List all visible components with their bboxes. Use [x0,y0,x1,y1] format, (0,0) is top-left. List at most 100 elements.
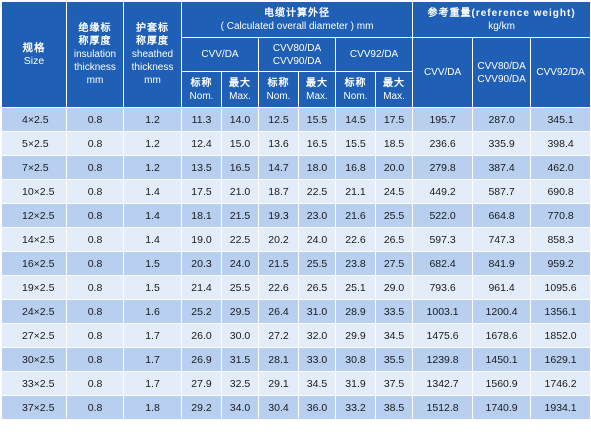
table-row: 24×2.5 0.8 1.6 25.2 29.5 26.4 31.0 28.9 33.5 1003… [1,299,591,324]
cell-weight-cvv: 1512.8 [412,395,474,420]
cell-weight-cvv80: 387.4 [472,155,532,180]
cell-weight-cvv80: 287.0 [472,107,532,132]
size-header: 规格 Size [1,1,67,108]
cell-cvv92-max: 38.5 [374,395,414,420]
cell-insulation: 0.8 [66,155,124,180]
cell-cvv80-nom: 18.7 [258,179,299,204]
cell-cvv-nom: 25.2 [181,299,222,324]
cell-weight-cvv80: 1200.4 [472,299,532,324]
cell-sheath: 1.4 [123,203,182,228]
cell-cvv80-max: 32.0 [298,323,336,348]
cell-cvv92-nom: 22.6 [335,227,376,252]
cell-cvv92-nom: 21.6 [335,203,376,228]
cell-cvv80-nom: 14.7 [258,155,299,180]
cell-cvv92-max: 33.5 [374,299,414,324]
cell-cvv92-max: 25.5 [374,203,414,228]
cell-cvv92-nom: 29.9 [335,323,376,348]
cell-cvv-max: 31.5 [221,347,259,372]
cell-cvv80-max: 24.0 [298,227,336,252]
cell-cvv-max: 32.5 [221,371,259,396]
cell-cvv-max: 30.0 [221,323,259,348]
cell-insulation: 0.8 [66,299,124,324]
cell-cvv80-max: 33.0 [298,347,336,372]
table-row: 10×2.5 0.8 1.4 17.5 21.0 18.7 22.5 21.1 24.5 449.… [1,179,591,204]
cell-weight-cvv92: 398.4 [530,131,591,156]
cell-cvv-max: 29.5 [221,299,259,324]
cell-sheath: 1.4 [123,227,182,252]
cell-cvv80-nom: 27.2 [258,323,299,348]
cell-weight-cvv80: 961.4 [472,275,532,300]
cell-weight-cvv92: 1629.1 [530,347,591,372]
nominal-header: 标称 Nom. [335,71,376,108]
cell-cvv-nom: 12.4 [181,131,222,156]
cell-cvv92-nom: 16.8 [335,155,376,180]
cell-cvv80-max: 18.0 [298,155,336,180]
cell-cvv-max: 34.0 [221,395,259,420]
cell-size: 37×2.5 [1,395,67,420]
maximum-header: 最大 Max. [298,71,336,108]
cell-cvv-nom: 11.3 [181,107,222,132]
cell-insulation: 0.8 [66,347,124,372]
cell-cvv-nom: 13.5 [181,155,222,180]
cell-cvv92-max: 17.5 [374,107,414,132]
cell-cvv80-max: 22.5 [298,179,336,204]
cell-weight-cvv92: 690.8 [530,179,591,204]
cell-weight-cvv80: 841.9 [472,251,532,276]
cell-cvv-nom: 19.0 [181,227,222,252]
cell-weight-cvv80: 1740.9 [472,395,532,420]
cell-cvv92-max: 27.5 [374,251,414,276]
cell-size: 33×2.5 [1,371,67,396]
cell-cvv92-nom: 31.9 [335,371,376,396]
cell-weight-cvv92: 1746.2 [530,371,591,396]
cell-weight-cvv92: 462.0 [530,155,591,180]
cell-weight-cvv: 1342.7 [412,371,474,396]
cell-cvv80-max: 26.5 [298,275,336,300]
cell-size: 30×2.5 [1,347,67,372]
cell-sheath: 1.7 [123,371,182,396]
cell-cvv92-max: 26.5 [374,227,414,252]
cell-cvv80-nom: 20.2 [258,227,299,252]
table-row: 30×2.5 0.8 1.7 26.9 31.5 28.1 33.0 30.8 35.5 1239… [1,347,591,372]
table-row: 5×2.5 0.8 1.2 12.4 15.0 13.6 16.5 15.5 18.5 236.6… [1,131,591,156]
cell-cvv80-nom: 12.5 [258,107,299,132]
cell-insulation: 0.8 [66,251,124,276]
cell-cvv80-max: 15.5 [298,107,336,132]
nominal-header: 标称 Nom. [181,71,222,108]
cell-weight-cvv: 279.8 [412,155,474,180]
cell-weight-cvv92: 1356.1 [530,299,591,324]
cell-cvv80-max: 25.5 [298,251,336,276]
cell-weight-cvv80: 335.9 [472,131,532,156]
cell-weight-cvv80: 664.8 [472,203,532,228]
cell-size: 24×2.5 [1,299,67,324]
cell-cvv-nom: 20.3 [181,251,222,276]
cell-weight-cvv92: 1934.1 [530,395,591,420]
cell-cvv92-max: 29.0 [374,275,414,300]
cell-sheath: 1.7 [123,323,182,348]
cell-cvv-max: 21.5 [221,203,259,228]
sheath-thickness-header: 护套标 称厚度 sheathed thickness mm [123,1,182,108]
cell-weight-cvv92: 770.8 [530,203,591,228]
diameter-cvv92-header: CVV92/DA [334,37,414,72]
cell-weight-cvv: 195.7 [412,107,474,132]
cell-weight-cvv: 449.2 [412,179,474,204]
cell-cvv92-nom: 21.1 [335,179,376,204]
cell-sheath: 1.6 [123,299,182,324]
cell-insulation: 0.8 [66,275,124,300]
diameter-cvv-header: CVV/DA [181,37,259,72]
cell-cvv-max: 15.0 [221,131,259,156]
cell-cvv80-max: 36.0 [298,395,336,420]
cell-weight-cvv92: 345.1 [530,107,591,132]
cell-cvv80-nom: 30.4 [258,395,299,420]
table-row: 7×2.5 0.8 1.2 13.5 16.5 14.7 18.0 16.8 20.0 279.8… [1,155,591,180]
cell-cvv80-max: 16.5 [298,131,336,156]
cell-cvv-nom: 18.1 [181,203,222,228]
cell-cvv92-max: 34.5 [374,323,414,348]
diameter-header: 电缆计算外径 ( Calculated overall diameter ) m… [180,1,414,38]
cell-cvv92-nom: 33.2 [335,395,376,420]
cell-sheath: 1.4 [123,179,182,204]
table-row: 27×2.5 0.8 1.7 26.0 30.0 27.2 32.0 29.9 34.5 1475… [1,323,591,348]
cell-size: 7×2.5 [1,155,67,180]
cell-cvv-max: 21.0 [221,179,259,204]
insulation-thickness-header: 绝缘标 称厚度 insulation thickness mm [66,1,124,108]
table-row: 19×2.5 0.8 1.5 21.4 25.5 22.6 26.5 25.1 29.0 793.… [1,275,591,300]
